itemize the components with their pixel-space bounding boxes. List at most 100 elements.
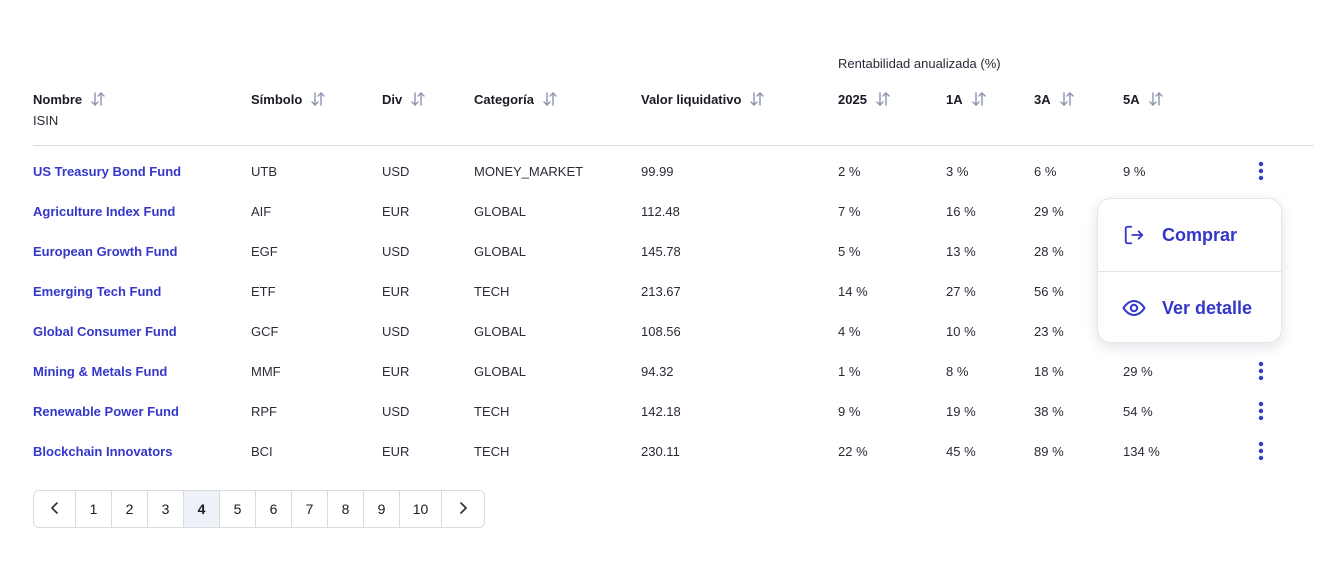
column-header-3a[interactable]: 3A	[1034, 91, 1075, 107]
table-row: European Growth Fund EGF USD GLOBAL 145.78 5 …	[0, 242, 1327, 282]
table-row: Renewable Power Fund RPF USD TECH 142.18 9 % 1…	[0, 401, 1327, 442]
chevron-left-icon	[48, 501, 62, 518]
column-subheader-isin: ISIN	[33, 113, 59, 128]
cell-category: MONEY_MARKET	[474, 164, 584, 179]
column-header-1a[interactable]: 1A	[946, 91, 987, 107]
menu-item-comprar[interactable]: Comprar	[1098, 199, 1283, 271]
pagination-page-5[interactable]: 5	[220, 491, 256, 527]
column-header-nombre[interactable]: Nombre	[33, 91, 106, 107]
pagination-page-4[interactable]: 4	[184, 491, 220, 527]
column-header-categoria[interactable]: Categoría	[474, 91, 558, 107]
cell-currency: EUR	[382, 444, 410, 459]
row-menu-button[interactable]	[1250, 161, 1272, 185]
cell-return-2025: 22 %	[838, 444, 868, 459]
fund-name-link[interactable]: Renewable Power Fund	[33, 404, 179, 419]
kebab-menu-icon	[1258, 401, 1264, 426]
cell-category: TECH	[474, 404, 510, 419]
column-header-div[interactable]: Div	[382, 91, 426, 107]
cell-nav: 213.67	[641, 284, 681, 299]
column-header-label: 2025	[838, 91, 867, 107]
column-header-5a[interactable]: 5A	[1123, 91, 1164, 107]
cell-return-3a: 28 %	[1034, 244, 1064, 259]
cell-return-2025: 9 %	[838, 404, 861, 419]
sort-icon[interactable]	[875, 91, 891, 107]
fund-name-link[interactable]: European Growth Fund	[33, 244, 178, 259]
sort-icon[interactable]	[90, 91, 106, 107]
cell-symbol: GCF	[251, 324, 279, 339]
cell-currency: USD	[382, 244, 410, 259]
table-row: Emerging Tech Fund ETF EUR TECH 213.67 14 % 27…	[0, 282, 1327, 322]
header-divider	[33, 145, 1314, 146]
cell-nav: 94.32	[641, 364, 674, 379]
cell-symbol: AIF	[251, 204, 272, 219]
cell-return-1a: 13 %	[946, 244, 976, 259]
column-header-label: Div	[382, 91, 403, 107]
fund-name-link[interactable]: Emerging Tech Fund	[33, 284, 162, 299]
pagination-page-7[interactable]: 7	[292, 491, 328, 527]
fund-name-link[interactable]: Blockchain Innovators	[33, 444, 173, 459]
cell-return-3a: 23 %	[1034, 324, 1064, 339]
column-header-valor-liquidativo[interactable]: Valor liquidativo	[641, 91, 765, 107]
annualized-return-group-header: Rentabilidad anualizada (%)	[838, 56, 1001, 71]
pagination: 1 2 3 4 5 6 7 8 9 10	[33, 490, 485, 528]
cell-currency: USD	[382, 324, 410, 339]
cell-nav: 145.78	[641, 244, 681, 259]
cell-category: GLOBAL	[474, 364, 527, 379]
fund-name-link[interactable]: Agriculture Index Fund	[33, 204, 176, 219]
row-menu-button[interactable]	[1250, 361, 1272, 385]
cell-return-3a: 89 %	[1034, 444, 1064, 459]
menu-divider	[1098, 271, 1283, 272]
row-menu-button[interactable]	[1250, 401, 1272, 425]
pagination-page-2[interactable]: 2	[112, 491, 148, 527]
cell-return-3a: 38 %	[1034, 404, 1064, 419]
kebab-menu-icon	[1258, 161, 1264, 186]
cell-category: TECH	[474, 284, 510, 299]
column-header-2025[interactable]: 2025	[838, 91, 891, 107]
sort-icon[interactable]	[310, 91, 326, 107]
cell-category: GLOBAL	[474, 204, 527, 219]
sort-icon[interactable]	[1148, 91, 1164, 107]
sort-icon[interactable]	[749, 91, 765, 107]
pagination-page-10[interactable]: 10	[400, 491, 442, 527]
cell-return-2025: 5 %	[838, 244, 861, 259]
pagination-next-button[interactable]	[442, 491, 484, 527]
pagination-page-9[interactable]: 9	[364, 491, 400, 527]
pagination-page-8[interactable]: 8	[328, 491, 364, 527]
cell-return-2025: 2 %	[838, 164, 861, 179]
cell-return-2025: 1 %	[838, 364, 861, 379]
sort-icon[interactable]	[410, 91, 426, 107]
chevron-right-icon	[456, 501, 470, 518]
pagination-page-6[interactable]: 6	[256, 491, 292, 527]
menu-item-label: Ver detalle	[1162, 297, 1253, 318]
cell-symbol: ETF	[251, 284, 276, 299]
cell-return-2025: 4 %	[838, 324, 861, 339]
kebab-menu-icon	[1258, 361, 1264, 386]
fund-name-link[interactable]: Global Consumer Fund	[33, 324, 177, 339]
cell-category: GLOBAL	[474, 324, 527, 339]
cell-return-1a: 27 %	[946, 284, 976, 299]
column-header-simbolo[interactable]: Símbolo	[251, 91, 326, 107]
cell-return-5a: 29 %	[1123, 364, 1153, 379]
sort-icon[interactable]	[971, 91, 987, 107]
table-row: Agriculture Index Fund AIF EUR GLOBAL 112.48…	[0, 202, 1327, 242]
cell-return-5a: 9 %	[1123, 164, 1146, 179]
table-row: Mining & Metals Fund MMF EUR GLOBAL 94.32 1 %…	[0, 361, 1327, 402]
sort-icon[interactable]	[1059, 91, 1075, 107]
cell-currency: EUR	[382, 364, 410, 379]
fund-name-link[interactable]: Mining & Metals Fund	[33, 364, 168, 379]
column-header-label: 5A	[1123, 91, 1140, 107]
cell-return-1a: 45 %	[946, 444, 976, 459]
cell-return-3a: 29 %	[1034, 204, 1064, 219]
cell-symbol: RPF	[251, 404, 277, 419]
cell-symbol: BCI	[251, 444, 273, 459]
pagination-page-1[interactable]: 1	[76, 491, 112, 527]
pagination-prev-button[interactable]	[34, 491, 76, 527]
fund-name-link[interactable]: US Treasury Bond Fund	[33, 164, 182, 179]
pagination-page-3[interactable]: 3	[148, 491, 184, 527]
menu-item-ver-detalle[interactable]: Ver detalle	[1098, 272, 1283, 344]
sort-icon[interactable]	[542, 91, 558, 107]
cell-currency: EUR	[382, 284, 410, 299]
row-menu-button[interactable]	[1250, 441, 1272, 465]
login-arrow-icon	[1122, 223, 1146, 247]
cell-symbol: UTB	[251, 164, 277, 179]
